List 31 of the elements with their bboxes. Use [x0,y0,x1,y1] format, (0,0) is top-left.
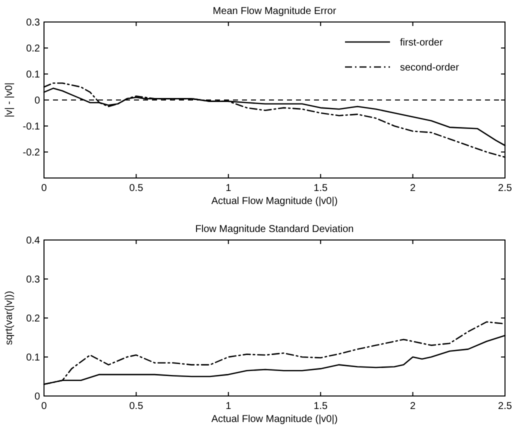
x-tick-label: 0 [41,183,48,194]
chart-title: Flow Magnitude Standard Deviation [195,224,354,235]
x-tick-label: 1 [226,183,232,194]
y-tick-label: 0.1 [26,352,40,364]
legend-label: first-order [400,38,444,48]
x-axis-title: Actual Flow Magnitude (|v0|) [211,414,338,425]
y-tick-label: -0.2 [22,148,40,158]
x-tick-label: 2 [410,401,416,412]
y-tick-label: 0 [34,392,40,402]
x-tick-label: 1.5 [314,401,328,412]
x-tick-label: 0 [41,401,48,412]
y-tick-label: 0.2 [26,44,40,54]
x-tick-label: 0.5 [129,401,144,412]
y-axis-title: |v| - |v0| [4,82,15,118]
y-tick-label: 0.2 [26,314,40,324]
y-tick-label: 0.1 [26,70,40,80]
y-tick-label: -0.1 [22,122,40,132]
x-tick-label: 2.5 [498,401,512,412]
x-tick-label: 1.5 [314,183,328,194]
x-axis-title: Actual Flow Magnitude (|v0|) [211,196,338,207]
y-tick-label: 0.3 [26,18,40,28]
x-tick-label: 0.5 [129,183,144,194]
x-tick-label: 1 [226,401,232,412]
x-tick-label: 2 [410,183,416,194]
y-tick-label: 0.3 [26,274,40,286]
chart-title: Mean Flow Magnitude Error [212,6,337,17]
x-tick-label: 2.5 [498,183,512,194]
y-tick-label: 0 [34,96,40,106]
legend-label: second-order [400,62,460,74]
y-tick-label: 0.4 [26,236,40,246]
y-axis-title: sqrt(var(|v|)) [4,290,15,346]
